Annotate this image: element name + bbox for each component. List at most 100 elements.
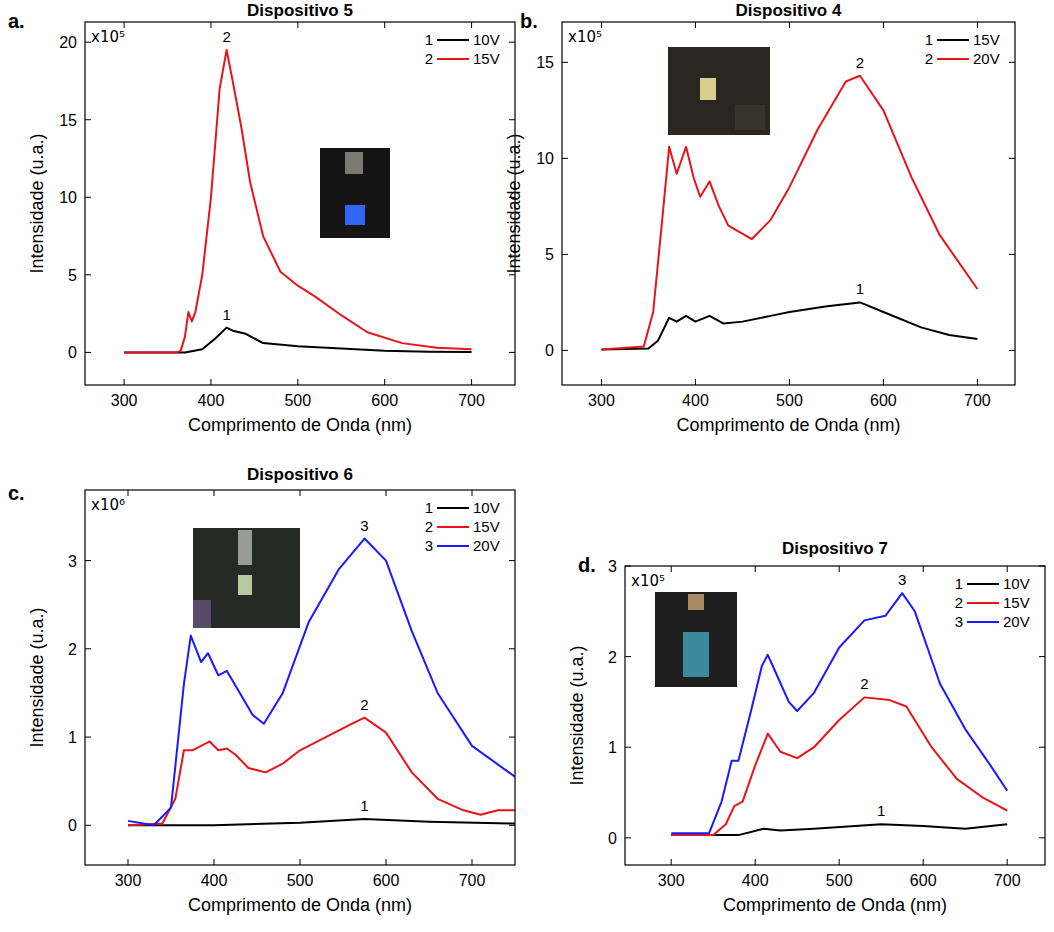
curve-label: 3 bbox=[898, 571, 906, 588]
x-tick-label: 300 bbox=[658, 872, 685, 889]
x-tick bbox=[977, 379, 978, 385]
x-tick bbox=[601, 379, 602, 385]
y-axis-title: Intensidade (u.a.) bbox=[504, 133, 524, 273]
inset-detail bbox=[345, 152, 363, 174]
y-tick bbox=[1009, 254, 1015, 255]
panel-letter: b. bbox=[520, 10, 538, 32]
inset-detail bbox=[238, 575, 252, 595]
y-tick bbox=[509, 352, 515, 353]
x-tick-label: 500 bbox=[826, 872, 853, 889]
y-tick-label: 3 bbox=[608, 558, 617, 575]
legend-swatch bbox=[437, 545, 469, 547]
y-axis-title: Intensidade (u.a.) bbox=[27, 607, 47, 747]
legend: 110V215V bbox=[425, 31, 500, 67]
axis-multiplier: x10⁵ bbox=[91, 28, 125, 46]
legend-swatch bbox=[437, 58, 469, 60]
legend-label: 10V bbox=[1003, 575, 1030, 592]
legend-number: 1 bbox=[955, 575, 963, 592]
y-tick bbox=[509, 560, 515, 561]
plot-lines bbox=[601, 76, 977, 350]
spectrum-line bbox=[128, 819, 515, 825]
axes: 3004005006007000123 bbox=[608, 558, 1045, 889]
curve-label: 2 bbox=[860, 675, 868, 692]
x-tick-label: 400 bbox=[742, 872, 769, 889]
legend-label: 20V bbox=[473, 537, 500, 554]
x-tick bbox=[384, 379, 385, 385]
x-tick bbox=[210, 22, 211, 28]
inset-detail bbox=[238, 530, 252, 565]
y-tick bbox=[562, 158, 568, 159]
legend-swatch bbox=[437, 507, 469, 509]
y-tick bbox=[85, 560, 91, 561]
y-tick bbox=[1009, 350, 1015, 351]
x-tick bbox=[386, 859, 387, 865]
y-tick bbox=[625, 656, 631, 657]
y-tick bbox=[509, 648, 515, 649]
y-tick bbox=[85, 274, 91, 275]
legend-number: 2 bbox=[425, 518, 433, 535]
x-tick bbox=[695, 22, 696, 28]
panel: Dispositivo 6c.3004005006007000123Compri… bbox=[8, 465, 515, 915]
x-tick-label: 700 bbox=[964, 392, 991, 409]
y-tick-label: 0 bbox=[68, 817, 77, 834]
spectrum-line bbox=[671, 824, 1007, 835]
spectrum-line bbox=[601, 302, 977, 349]
y-tick-label: 2 bbox=[68, 641, 77, 658]
legend-number: 1 bbox=[425, 499, 433, 516]
x-tick bbox=[1007, 859, 1008, 865]
plot-frame bbox=[85, 490, 515, 865]
x-tick-label: 700 bbox=[994, 872, 1021, 889]
x-tick bbox=[789, 22, 790, 28]
x-axis-title: Comprimento de Onda (nm) bbox=[676, 415, 900, 435]
y-tick bbox=[85, 197, 91, 198]
inset-detail bbox=[735, 105, 765, 130]
x-tick-label: 400 bbox=[682, 392, 709, 409]
legend-number: 3 bbox=[955, 613, 963, 630]
x-tick-label: 500 bbox=[287, 872, 314, 889]
panel-letter: c. bbox=[8, 482, 25, 504]
curve-label: 2 bbox=[222, 28, 230, 45]
y-tick bbox=[625, 837, 631, 838]
x-tick-label: 600 bbox=[373, 872, 400, 889]
legend-label: 15V bbox=[973, 31, 1000, 48]
axes: 300400500600700051015 bbox=[536, 22, 1015, 409]
x-tick-label: 400 bbox=[201, 872, 228, 889]
y-tick-label: 3 bbox=[68, 553, 77, 570]
x-tick bbox=[214, 490, 215, 496]
x-tick bbox=[300, 490, 301, 496]
x-tick bbox=[839, 566, 840, 572]
curve-label: 1 bbox=[856, 280, 864, 297]
inset-detail bbox=[683, 632, 709, 677]
axis-multiplier: x10⁵ bbox=[568, 28, 602, 46]
y-axis-title: Intensidade (u.a.) bbox=[567, 645, 587, 785]
x-tick bbox=[472, 490, 473, 496]
legend-swatch bbox=[967, 621, 999, 623]
panel-letter: d. bbox=[578, 554, 596, 576]
inset-detail bbox=[345, 205, 365, 225]
x-tick-label: 600 bbox=[371, 392, 398, 409]
figure: Dispositivo 5a.30040050060070005101520Co… bbox=[0, 0, 1054, 932]
y-tick-label: 10 bbox=[536, 150, 554, 167]
x-tick bbox=[297, 379, 298, 385]
legend-swatch bbox=[437, 39, 469, 41]
y-tick bbox=[1039, 837, 1045, 838]
spectrum-line bbox=[671, 697, 1007, 835]
spectrum-line bbox=[124, 50, 471, 353]
legend: 110V215V320V bbox=[955, 575, 1030, 630]
y-tick-label: 15 bbox=[536, 54, 554, 71]
y-tick-label: 0 bbox=[68, 344, 77, 361]
x-tick bbox=[923, 859, 924, 865]
y-tick-label: 0 bbox=[608, 830, 617, 847]
legend-number: 2 bbox=[925, 50, 933, 67]
x-tick bbox=[1007, 566, 1008, 572]
x-tick bbox=[386, 490, 387, 496]
legend-number: 1 bbox=[425, 31, 433, 48]
legend-label: 20V bbox=[973, 50, 1000, 67]
axes: 30040050060070005101520 bbox=[59, 22, 515, 409]
plot-frame bbox=[562, 22, 1015, 385]
plot-frame bbox=[625, 566, 1045, 865]
plot-lines bbox=[124, 50, 471, 353]
spectrum-line bbox=[124, 328, 471, 353]
legend-swatch bbox=[437, 526, 469, 528]
y-tick bbox=[625, 747, 631, 748]
